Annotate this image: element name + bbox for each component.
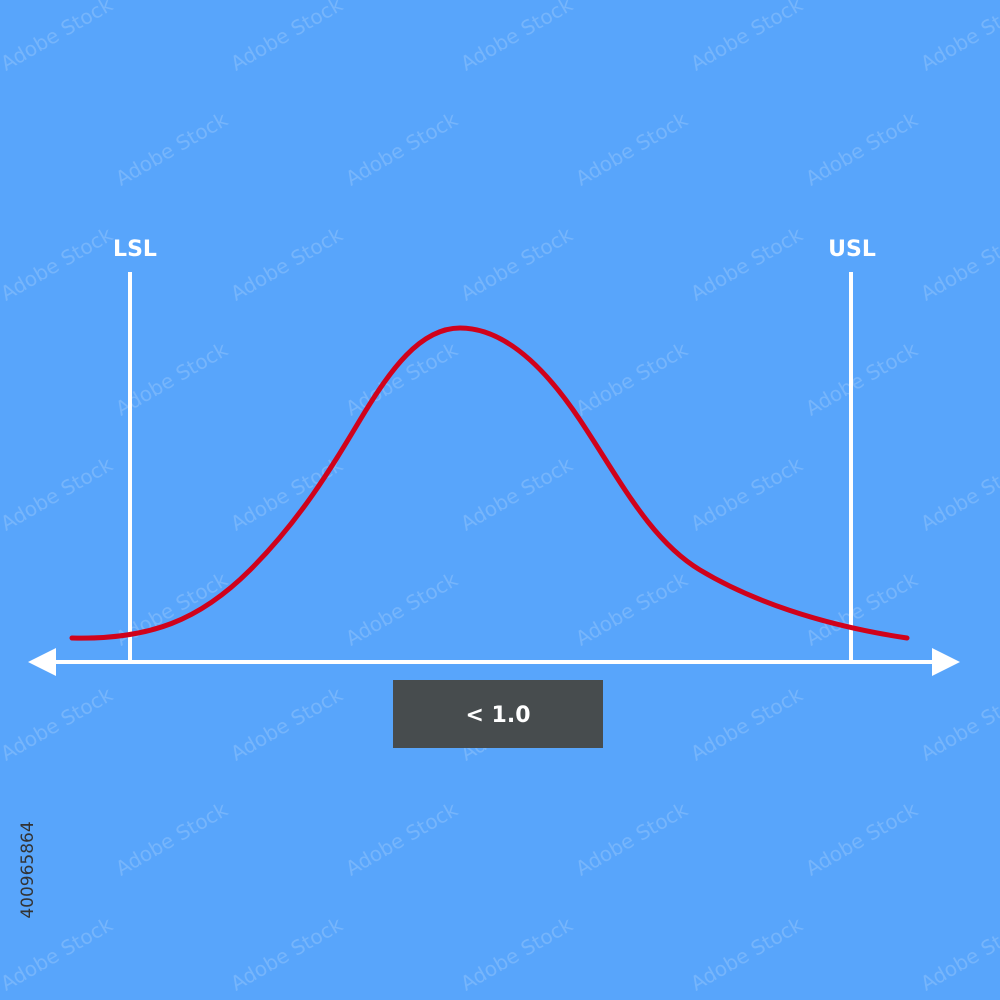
stock-id: 400965864 [18, 821, 38, 918]
axis-arrow-right [932, 648, 960, 676]
usl-label: USL [828, 237, 876, 262]
distribution-curve [69, 325, 910, 641]
result-text: < 1.0 [465, 703, 530, 728]
lsl-label: LSL [113, 237, 157, 262]
result-box [393, 680, 603, 748]
axis-arrow-left [28, 648, 56, 676]
